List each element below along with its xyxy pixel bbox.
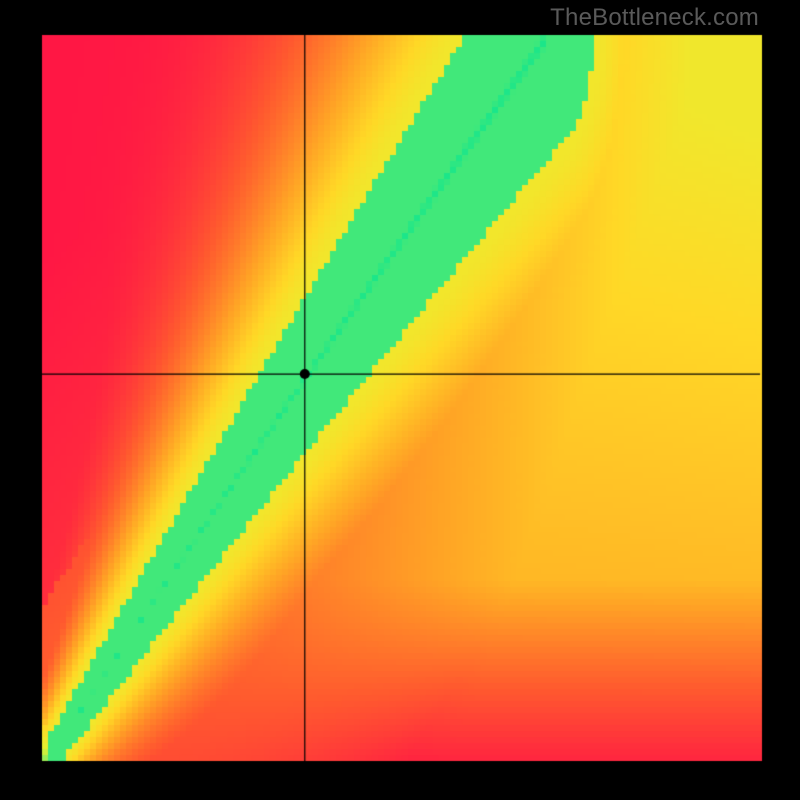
watermark-text: TheBottleneck.com	[550, 4, 759, 32]
bottleneck-heatmap	[0, 0, 800, 800]
chart-container: { "canvas": { "width": 800, "height": 80…	[0, 0, 800, 800]
